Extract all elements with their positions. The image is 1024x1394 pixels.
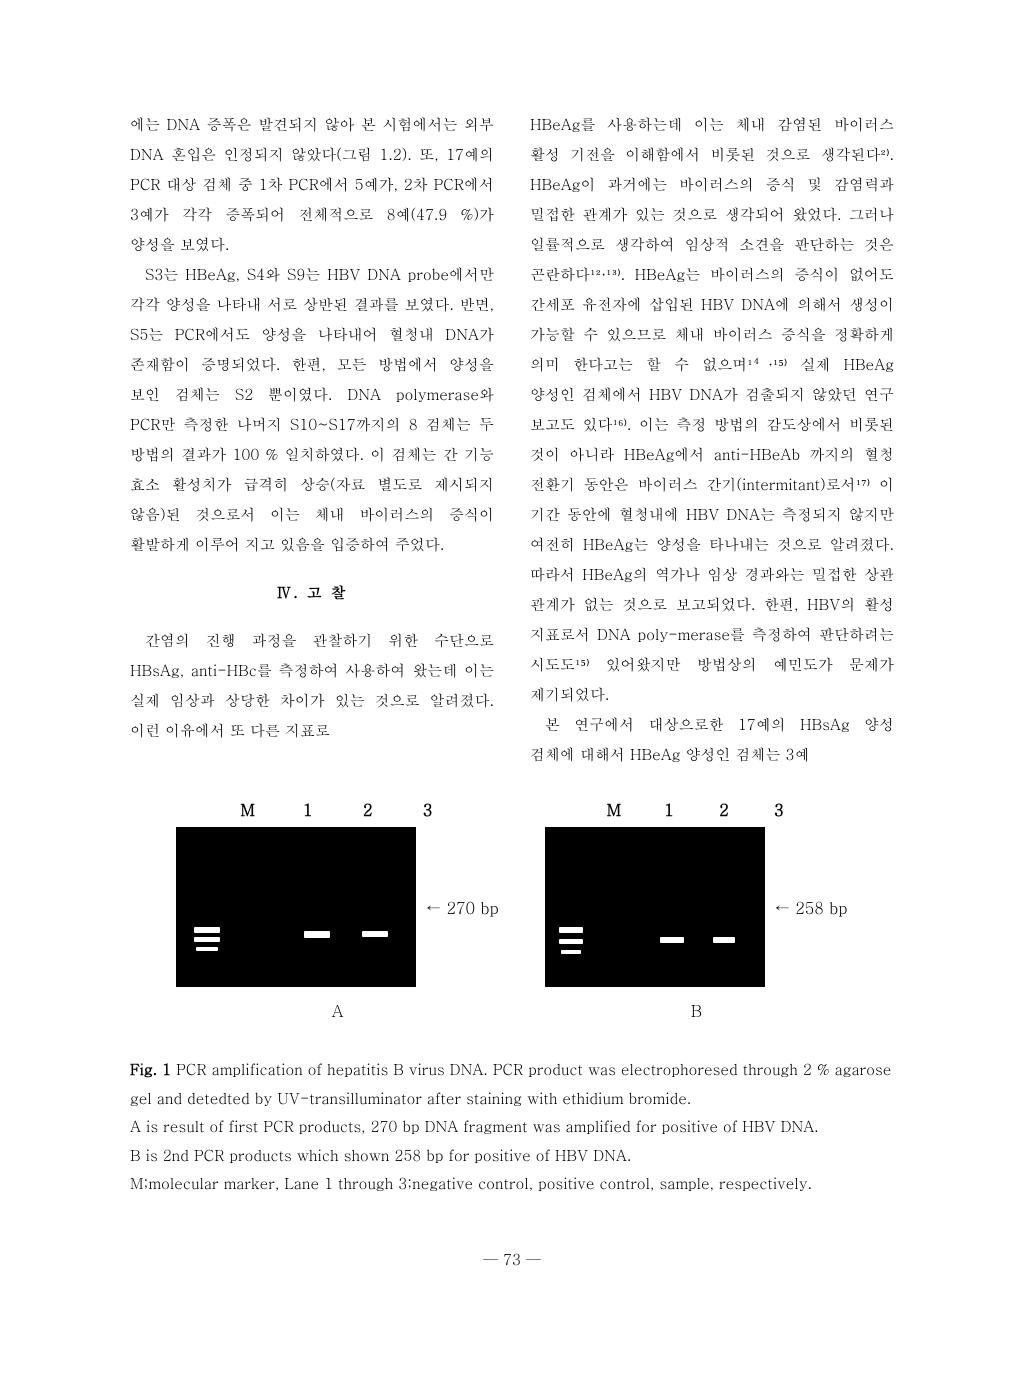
bp-text: 270 bp bbox=[446, 896, 498, 919]
left-column: 에는 DNA 증폭은 발견되지 않아 본 시험에서는 외부 DNA 혼입은 인정… bbox=[130, 110, 494, 770]
gel-image-b bbox=[545, 827, 765, 987]
gel-band bbox=[561, 950, 581, 954]
lane-label: M bbox=[586, 798, 641, 821]
caption-text: M;molecular marker, Lane 1 through 3;neg… bbox=[130, 1170, 894, 1199]
body-paragraph: 본 연구에서 대상으로한 17예의 HBsAg 양성 검체에 대해서 HBeAg… bbox=[530, 710, 894, 770]
lane-labels-b: M 1 2 3 bbox=[586, 798, 806, 821]
body-paragraph: HBeAg를 사용하는데 이는 체내 감염된 바이러스 활성 기전을 이해함에서… bbox=[530, 110, 894, 710]
gel-image-a bbox=[176, 827, 416, 987]
caption-text: B is 2nd PCR products which shown 258 bp… bbox=[130, 1142, 894, 1171]
panel-letter-a: A bbox=[332, 999, 344, 1022]
lane-label: 2 bbox=[696, 798, 751, 821]
gel-band bbox=[304, 931, 330, 938]
gel-band bbox=[194, 937, 220, 942]
gel-band bbox=[559, 939, 583, 944]
gel-panel-a: M 1 2 3 ← 270 bp A bbox=[176, 798, 498, 1022]
body-paragraph: S3는 HBeAg, S4와 S9는 HBV DNA probe에서만 각각 양… bbox=[130, 260, 494, 560]
panel-letter-b: B bbox=[691, 999, 702, 1022]
gel-panel-b: M 1 2 3 ← 258 bp B bbox=[545, 798, 847, 1022]
caption-text: A is result of first PCR products, 270 b… bbox=[130, 1113, 894, 1142]
figure-label: Fig. 1 bbox=[130, 1059, 171, 1080]
lane-label: 1 bbox=[278, 798, 338, 821]
bp-label-a: ← 270 bp bbox=[426, 896, 498, 919]
lane-label: M bbox=[218, 798, 278, 821]
page-number: — 73 — bbox=[130, 1249, 894, 1270]
bp-text: 258 bp bbox=[795, 896, 847, 919]
gel-band bbox=[559, 927, 583, 933]
lane-label: 3 bbox=[751, 798, 806, 821]
lane-label: 1 bbox=[641, 798, 696, 821]
gel-band bbox=[196, 947, 218, 951]
bp-label-b: ← 258 bp bbox=[775, 896, 847, 919]
arrow-left-icon: ← bbox=[775, 897, 789, 917]
right-column: HBeAg를 사용하는데 이는 체내 감염된 바이러스 활성 기전을 이해함에서… bbox=[530, 110, 894, 770]
lane-labels-a: M 1 2 3 bbox=[218, 798, 458, 821]
gel-band bbox=[713, 937, 735, 943]
gel-band bbox=[194, 927, 220, 933]
arrow-left-icon: ← bbox=[426, 897, 440, 917]
body-paragraph: 에는 DNA 증폭은 발견되지 않아 본 시험에서는 외부 DNA 혼입은 인정… bbox=[130, 110, 494, 260]
figure-caption: Fig. 1 PCR amplification of hepatitis B … bbox=[130, 1056, 894, 1199]
lane-label: 3 bbox=[398, 798, 458, 821]
section-heading: Ⅳ. 고 찰 bbox=[130, 578, 494, 608]
caption-text: PCR amplification of hepatitis B virus D… bbox=[130, 1059, 891, 1109]
lane-label: 2 bbox=[338, 798, 398, 821]
gel-band bbox=[660, 937, 684, 943]
two-column-text: 에는 DNA 증폭은 발견되지 않아 본 시험에서는 외부 DNA 혼입은 인정… bbox=[130, 110, 894, 770]
body-paragraph: 간염의 진행 과정을 관찰하기 위한 수단으로 HBsAg, anti-HBc를… bbox=[130, 626, 494, 746]
gel-band bbox=[362, 931, 388, 937]
figure-panels: M 1 2 3 ← 270 bp A M 1 2 3 ← 258 bp bbox=[130, 798, 894, 1022]
